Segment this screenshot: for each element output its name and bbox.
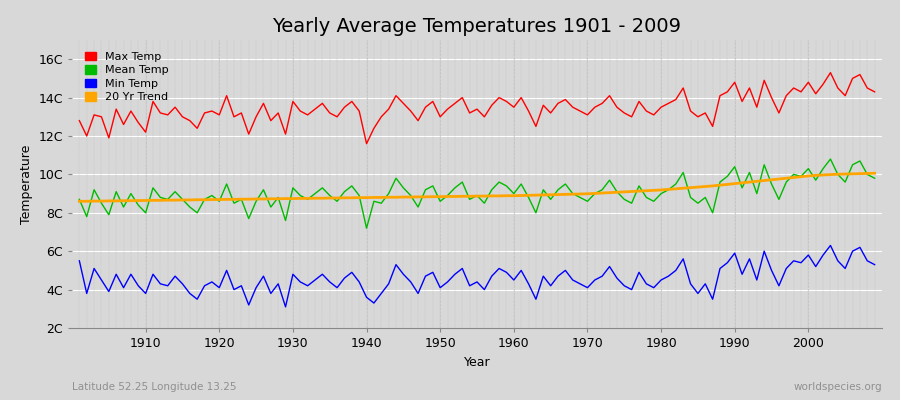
Text: Latitude 52.25 Longitude 13.25: Latitude 52.25 Longitude 13.25 <box>72 382 237 392</box>
Title: Yearly Average Temperatures 1901 - 2009: Yearly Average Temperatures 1901 - 2009 <box>273 17 681 36</box>
Legend: Max Temp, Mean Temp, Min Temp, 20 Yr Trend: Max Temp, Mean Temp, Min Temp, 20 Yr Tre… <box>82 48 172 106</box>
Y-axis label: Temperature: Temperature <box>20 144 32 224</box>
X-axis label: Year: Year <box>464 356 490 368</box>
Text: worldspecies.org: worldspecies.org <box>794 382 882 392</box>
